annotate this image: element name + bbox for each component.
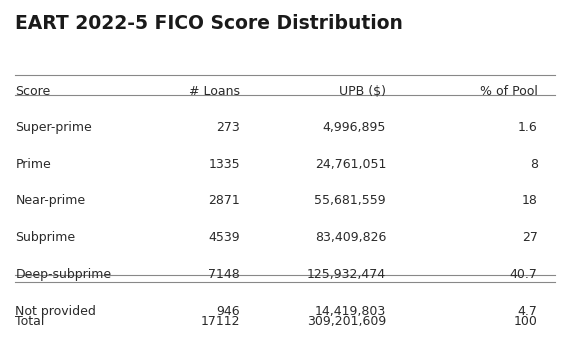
Text: UPB ($): UPB ($) xyxy=(339,85,386,98)
Text: 27: 27 xyxy=(522,231,538,244)
Text: 1335: 1335 xyxy=(209,158,240,171)
Text: 309,201,609: 309,201,609 xyxy=(307,315,386,328)
Text: Super-prime: Super-prime xyxy=(15,121,92,134)
Text: 125,932,474: 125,932,474 xyxy=(307,268,386,281)
Text: EART 2022-5 FICO Score Distribution: EART 2022-5 FICO Score Distribution xyxy=(15,14,404,33)
Text: 2871: 2871 xyxy=(208,194,240,208)
Text: 8: 8 xyxy=(530,158,538,171)
Text: 4.7: 4.7 xyxy=(518,305,538,318)
Text: 18: 18 xyxy=(522,194,538,208)
Text: 4,996,895: 4,996,895 xyxy=(323,121,386,134)
Text: 14,419,803: 14,419,803 xyxy=(315,305,386,318)
Text: 17112: 17112 xyxy=(201,315,240,328)
Text: 946: 946 xyxy=(217,305,240,318)
Text: 83,409,826: 83,409,826 xyxy=(315,231,386,244)
Text: Subprime: Subprime xyxy=(15,231,75,244)
Text: 55,681,559: 55,681,559 xyxy=(315,194,386,208)
Text: 100: 100 xyxy=(514,315,538,328)
Text: 40.7: 40.7 xyxy=(510,268,538,281)
Text: 7148: 7148 xyxy=(208,268,240,281)
Text: Near-prime: Near-prime xyxy=(15,194,86,208)
Text: Deep-subprime: Deep-subprime xyxy=(15,268,112,281)
Text: 24,761,051: 24,761,051 xyxy=(315,158,386,171)
Text: # Loans: # Loans xyxy=(189,85,240,98)
Text: Prime: Prime xyxy=(15,158,51,171)
Text: Total: Total xyxy=(15,315,45,328)
Text: % of Pool: % of Pool xyxy=(480,85,538,98)
Text: Score: Score xyxy=(15,85,51,98)
Text: 1.6: 1.6 xyxy=(518,121,538,134)
Text: 4539: 4539 xyxy=(209,231,240,244)
Text: 273: 273 xyxy=(217,121,240,134)
Text: Not provided: Not provided xyxy=(15,305,96,318)
